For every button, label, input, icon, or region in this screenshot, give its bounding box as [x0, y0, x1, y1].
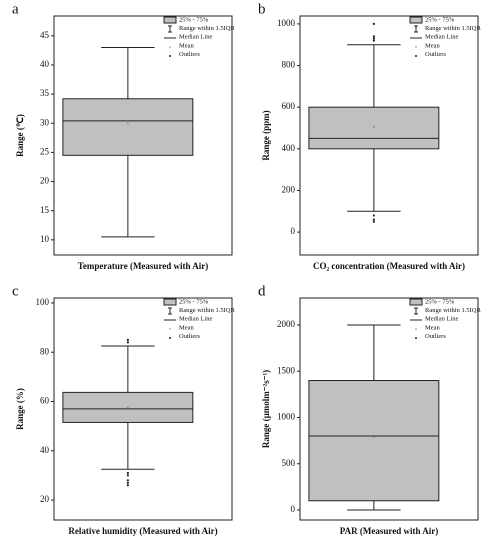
- y-tick-label: 10: [40, 234, 50, 244]
- y-axis-title: Range (µmolm⁻²s⁻¹): [261, 370, 271, 448]
- plot-frame: [53, 297, 233, 521]
- y-tick-label: 1000: [277, 18, 296, 28]
- panel-label: b: [258, 1, 266, 17]
- y-axis-title: Range (%): [15, 388, 25, 430]
- legend-text: 25% - 75%: [425, 298, 455, 305]
- y-tick-label: 25: [40, 146, 50, 156]
- outlier: [126, 481, 129, 484]
- legend-outlier: [169, 55, 171, 57]
- y-tick-label: 40: [40, 59, 50, 69]
- legend-mean: [415, 328, 417, 330]
- y-tick-label: 0: [291, 504, 296, 514]
- x-axis-title: Relative humidity (Measured with Air): [68, 526, 217, 536]
- legend-text: Median Line: [425, 34, 459, 41]
- y-tick-label: 800: [282, 60, 296, 70]
- outlier: [372, 220, 375, 223]
- y-tick-label: 1500: [277, 365, 296, 375]
- x-axis-title: CO₂ concentration (Measured with Air): [313, 261, 465, 271]
- legend-swatch: [409, 298, 423, 306]
- y-tick-label: 30: [40, 117, 50, 127]
- plot-frame: [53, 15, 233, 256]
- plot-frame: [299, 297, 479, 521]
- y-tick-label: 0: [291, 226, 296, 236]
- legend-text: Mean: [425, 324, 441, 331]
- legend-swatch: [163, 298, 177, 306]
- y-tick-label: 100: [36, 297, 50, 307]
- legend-text: Mean: [425, 42, 441, 49]
- outlier: [372, 214, 375, 217]
- legend-text: Outliers: [425, 333, 446, 340]
- legend-text: Range within 1.5IQR: [179, 25, 235, 32]
- outlier: [372, 218, 375, 221]
- legend-text: Mean: [179, 324, 195, 331]
- legend-swatch: [163, 16, 177, 24]
- box: [308, 380, 440, 502]
- mean-point: [127, 122, 129, 125]
- legend-text: Outliers: [179, 333, 200, 340]
- y-tick-label: 600: [282, 101, 296, 111]
- x-axis-title: Temperature (Measured with Air): [78, 261, 209, 271]
- mean-point: [373, 126, 375, 128]
- outlier: [126, 484, 129, 487]
- legend-text: Outliers: [425, 51, 446, 58]
- x-axis-title: PAR (Measured with Air): [340, 526, 438, 536]
- legend-outlier: [415, 337, 417, 339]
- y-tick-label: 200: [282, 185, 296, 195]
- legend-text: Outliers: [179, 51, 200, 58]
- y-tick-label: 400: [282, 143, 296, 153]
- outlier: [372, 37, 375, 40]
- y-tick-label: 500: [282, 458, 296, 468]
- legend-outlier: [415, 55, 417, 57]
- legend-text: 25% - 75%: [179, 298, 209, 305]
- plot-frame: [299, 15, 479, 256]
- y-tick-label: 2000: [277, 319, 296, 329]
- legend-text: Mean: [179, 42, 195, 49]
- y-tick-label: 40: [40, 445, 50, 455]
- y-tick-label: 1000: [277, 412, 296, 422]
- y-axis-title: Range (ppm): [261, 110, 271, 160]
- y-tick-label: 20: [40, 176, 50, 186]
- mean-point: [373, 436, 375, 438]
- y-tick-label: 80: [40, 346, 50, 356]
- outlier: [126, 471, 129, 475]
- mean-point: [127, 406, 129, 409]
- y-tick-label: 20: [40, 494, 50, 504]
- box: [308, 106, 440, 150]
- box: [62, 98, 194, 156]
- legend-text: Median Line: [425, 316, 459, 323]
- legend-text: Range within 1.5IQR: [425, 307, 481, 314]
- outlier: [126, 341, 129, 344]
- legend-outlier: [169, 337, 171, 339]
- y-tick-label: 15: [40, 205, 50, 215]
- panel-label: a: [12, 1, 19, 17]
- y-axis-title: Range (℃): [15, 114, 25, 157]
- panel-label: d: [258, 283, 266, 299]
- legend-swatch: [409, 16, 423, 24]
- outlier: [372, 35, 375, 38]
- outlier: [126, 474, 129, 477]
- legend-text: Range within 1.5IQR: [425, 25, 481, 32]
- legend-text: 25% - 75%: [425, 16, 455, 23]
- legend-mean: [169, 328, 171, 330]
- outlier: [126, 338, 129, 341]
- legend-mean: [169, 46, 171, 48]
- y-tick-label: 60: [40, 396, 50, 406]
- outlier: [372, 22, 375, 26]
- outlier: [372, 39, 375, 42]
- y-tick-label: 45: [40, 30, 50, 40]
- legend-text: 25% - 75%: [179, 16, 209, 23]
- legend-mean: [415, 46, 417, 48]
- legend-text: Range within 1.5IQR: [179, 307, 235, 314]
- y-tick-label: 35: [40, 88, 50, 98]
- legend-text: Median Line: [179, 34, 213, 41]
- panel-label: c: [12, 283, 19, 299]
- outlier: [126, 479, 129, 482]
- legend-text: Median Line: [179, 316, 213, 323]
